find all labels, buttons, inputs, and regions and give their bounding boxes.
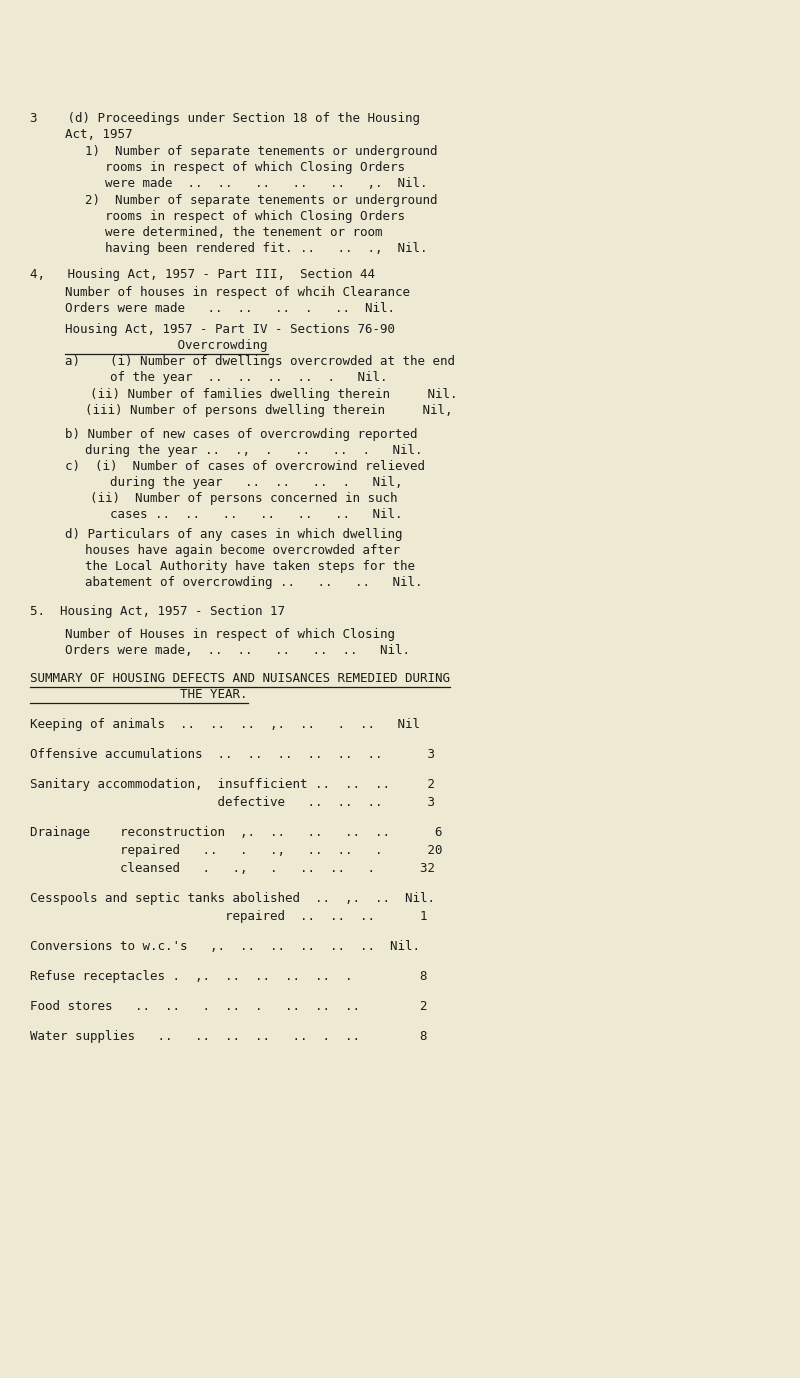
Text: during the year ..  .,  .   ..   ..  .   Nil.: during the year .. ., . .. .. . Nil. <box>85 444 422 457</box>
Text: were made  ..  ..   ..   ..   ..   ,.  Nil.: were made .. .. .. .. .. ,. Nil. <box>105 176 427 190</box>
Text: Water supplies   ..   ..  ..  ..   ..  .  ..        8: Water supplies .. .. .. .. .. . .. 8 <box>30 1029 427 1043</box>
Text: Drainage    reconstruction  ,.  ..   ..   ..  ..      6: Drainage reconstruction ,. .. .. .. .. 6 <box>30 825 442 839</box>
Text: d) Particulars of any cases in which dwelling: d) Particulars of any cases in which dwe… <box>65 528 402 542</box>
Text: rooms in respect of which Closing Orders: rooms in respect of which Closing Orders <box>105 209 405 223</box>
Text: Conversions to w.c.'s   ,.  ..  ..  ..  ..  ..  Nil.: Conversions to w.c.'s ,. .. .. .. .. .. … <box>30 940 420 954</box>
Text: Overcrowding: Overcrowding <box>65 339 267 351</box>
Text: repaired  ..  ..  ..      1: repaired .. .. .. 1 <box>30 909 427 923</box>
Text: Refuse receptacles .  ,.  ..  ..  ..  ..  .         8: Refuse receptacles . ,. .. .. .. .. . 8 <box>30 970 427 983</box>
Text: Cesspools and septic tanks abolished  ..  ,.  ..  Nil.: Cesspools and septic tanks abolished .. … <box>30 892 435 905</box>
Text: Act, 1957: Act, 1957 <box>65 128 133 141</box>
Text: 1)  Number of separate tenements or underground: 1) Number of separate tenements or under… <box>85 145 438 158</box>
Text: Number of houses in respect of whcih Clearance: Number of houses in respect of whcih Cle… <box>65 287 410 299</box>
Text: cases ..  ..   ..   ..   ..   ..   Nil.: cases .. .. .. .. .. .. Nil. <box>110 508 402 521</box>
Text: Keeping of animals  ..  ..  ..  ,.  ..   .  ..   Nil: Keeping of animals .. .. .. ,. .. . .. N… <box>30 718 420 730</box>
Text: 3    (d) Proceedings under Section 18 of the Housing: 3 (d) Proceedings under Section 18 of th… <box>30 112 420 125</box>
Text: the Local Authority have taken steps for the: the Local Authority have taken steps for… <box>85 559 415 573</box>
Text: Orders were made   ..  ..   ..  .   ..  Nil.: Orders were made .. .. .. . .. Nil. <box>65 302 395 316</box>
Text: 4,   Housing Act, 1957 - Part III,  Section 44: 4, Housing Act, 1957 - Part III, Section… <box>30 267 375 281</box>
Text: having been rendered fit. ..   ..  .,  Nil.: having been rendered fit. .. .. ., Nil. <box>105 243 427 255</box>
Text: Food stores   ..  ..   .  ..  .   ..  ..  ..        2: Food stores .. .. . .. . .. .. .. 2 <box>30 1000 427 1013</box>
Text: 2)  Number of separate tenements or underground: 2) Number of separate tenements or under… <box>85 194 438 207</box>
Text: Number of Houses in respect of which Closing: Number of Houses in respect of which Clo… <box>65 628 395 641</box>
Text: Sanitary accommodation,  insufficient ..  ..  ..     2: Sanitary accommodation, insufficient .. … <box>30 779 435 791</box>
Text: repaired   ..   .   .,   ..  ..   .      20: repaired .. . ., .. .. . 20 <box>30 843 442 857</box>
Text: (iii) Number of persons dwelling therein     Nil,: (iii) Number of persons dwelling therein… <box>85 404 453 418</box>
Text: Housing Act, 1957 - Part IV - Sections 76-90: Housing Act, 1957 - Part IV - Sections 7… <box>65 322 395 336</box>
Text: rooms in respect of which Closing Orders: rooms in respect of which Closing Orders <box>105 161 405 174</box>
Text: c)  (i)  Number of cases of overcrowind relieved: c) (i) Number of cases of overcrowind re… <box>65 460 425 473</box>
Text: during the year   ..  ..   ..  .   Nil,: during the year .. .. .. . Nil, <box>110 475 402 489</box>
Text: cleansed   .   .,   .   ..  ..   .      32: cleansed . ., . .. .. . 32 <box>30 863 435 875</box>
Text: a)    (i) Number of dwellings overcrowded at the end: a) (i) Number of dwellings overcrowded a… <box>65 356 455 368</box>
Text: b) Number of new cases of overcrowding reported: b) Number of new cases of overcrowding r… <box>65 429 418 441</box>
Text: houses have again become overcrowded after: houses have again become overcrowded aft… <box>85 544 400 557</box>
Text: (ii) Number of families dwelling therein     Nil.: (ii) Number of families dwelling therein… <box>90 389 458 401</box>
Text: THE YEAR.: THE YEAR. <box>30 688 247 701</box>
Text: were determined, the tenement or room: were determined, the tenement or room <box>105 226 382 238</box>
Text: (ii)  Number of persons concerned in such: (ii) Number of persons concerned in such <box>90 492 398 504</box>
Text: abatement of overcrowding ..   ..   ..   Nil.: abatement of overcrowding .. .. .. Nil. <box>85 576 422 588</box>
Text: Orders were made,  ..  ..   ..   ..  ..   Nil.: Orders were made, .. .. .. .. .. Nil. <box>65 644 410 657</box>
Text: of the year  ..  ..  ..  ..  .   Nil.: of the year .. .. .. .. . Nil. <box>110 371 387 384</box>
Text: SUMMARY OF HOUSING DEFECTS AND NUISANCES REMEDIED DURING: SUMMARY OF HOUSING DEFECTS AND NUISANCES… <box>30 672 450 685</box>
Text: 5.  Housing Act, 1957 - Section 17: 5. Housing Act, 1957 - Section 17 <box>30 605 285 617</box>
Text: defective   ..  ..  ..      3: defective .. .. .. 3 <box>30 796 435 809</box>
Text: Offensive accumulations  ..  ..  ..  ..  ..  ..      3: Offensive accumulations .. .. .. .. .. .… <box>30 748 435 761</box>
